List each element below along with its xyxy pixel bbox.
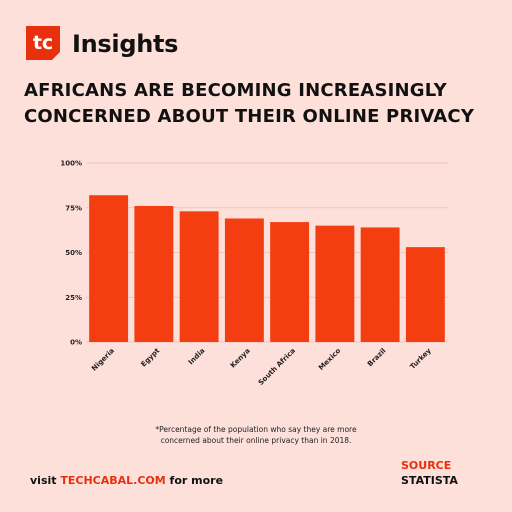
- x-tick-label: South Africa: [257, 347, 297, 387]
- footnote-line-1: *Percentage of the population who say th…: [155, 425, 357, 434]
- bar-south-africa: [270, 222, 310, 342]
- x-tick-label: Turkey: [409, 346, 434, 371]
- y-tick-label: 100%: [60, 160, 82, 168]
- visit-text: visit TECHCABAL.COM for more: [30, 474, 223, 487]
- x-axis-ticks: Nigeria Egypt India Kenya South Africa Mexico…: [90, 346, 433, 387]
- bar-nigeria: [89, 195, 129, 342]
- y-tick-label: 50%: [65, 249, 82, 257]
- title-line-1: AFRICANS ARE BECOMING INCREASINGLY: [24, 80, 447, 101]
- website-link[interactable]: TECHCABAL.COM: [60, 474, 166, 487]
- x-tick-label: India: [187, 347, 207, 367]
- bar-egypt: [134, 205, 174, 342]
- y-axis-ticks: 0% 25% 50% 75% 100%: [60, 160, 82, 347]
- bar-mexico: [315, 225, 355, 342]
- x-tick-label: Mexico: [317, 347, 342, 372]
- bar-india: [179, 211, 219, 342]
- footnote-line-2: concerned about their online privacy tha…: [160, 436, 352, 445]
- logo-text: tc: [33, 32, 53, 54]
- brand-name: Insights: [72, 30, 179, 58]
- y-tick-label: 25%: [65, 294, 82, 302]
- source-block: SOURCE STATISTA: [401, 458, 458, 488]
- x-tick-label: Brazil: [366, 347, 387, 368]
- x-tick-label: Kenya: [229, 347, 252, 370]
- techcabal-logo: tc: [26, 26, 60, 60]
- bar-kenya: [224, 218, 264, 342]
- footnote: *Percentage of the population who say th…: [150, 424, 362, 446]
- bar-turkey: [405, 247, 445, 342]
- source-label: SOURCE: [401, 459, 452, 472]
- visit-prefix: visit: [30, 474, 61, 487]
- source-value: STATISTA: [401, 474, 458, 487]
- x-tick-label: Egypt: [140, 346, 162, 368]
- x-tick-label: Nigeria: [90, 347, 116, 373]
- title-line-2: CONCERNED ABOUT THEIR ONLINE PRIVACY: [24, 106, 475, 127]
- page-title: AFRICANS ARE BECOMING INCREASINGLY CONCE…: [24, 78, 494, 130]
- bar-brazil: [360, 227, 400, 342]
- visit-suffix: for more: [165, 474, 224, 487]
- y-tick-label: 0%: [70, 339, 82, 347]
- bars: [89, 195, 445, 342]
- y-tick-label: 75%: [65, 204, 82, 212]
